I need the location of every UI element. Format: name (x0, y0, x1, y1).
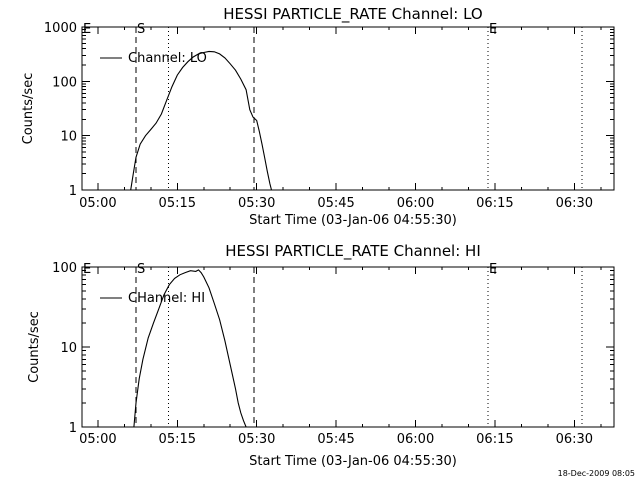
y-axis-label: Counts/sec (21, 73, 36, 145)
x-tick-label: 06:00 (397, 196, 434, 211)
x-tick-label: 06:30 (556, 196, 593, 211)
marker-label-E: E (489, 22, 497, 37)
footer-timestamp: 18-Dec-2009 08:05 (558, 469, 635, 478)
y-tick-label: 100 (52, 75, 77, 90)
marker-label-E-left: E (83, 262, 91, 277)
legend-label: CHannel: HI (128, 291, 205, 306)
x-axis-label: Start Time (03-Jan-06 04:55:30) (249, 454, 457, 469)
legend-label: Channel: LO (128, 51, 207, 66)
y-tick-label: 10 (60, 130, 77, 145)
x-axis-label: Start Time (03-Jan-06 04:55:30) (249, 213, 457, 228)
x-tick-label: 06:15 (476, 432, 513, 447)
x-tick-label: 05:30 (238, 432, 275, 447)
marker-label-S: S (137, 22, 145, 37)
y-tick-label: 10 (60, 341, 77, 356)
y-tick-label: 1 (69, 421, 77, 436)
x-tick-label: 05:45 (317, 196, 354, 211)
x-tick-label: 05:45 (317, 432, 354, 447)
chart-title: HESSI PARTICLE_RATE Channel: HI (225, 242, 481, 261)
x-tick-label: 05:15 (159, 432, 196, 447)
y-tick-label: 1000 (44, 21, 77, 36)
x-tick-label: 05:00 (79, 432, 116, 447)
y-axis-label: Counts/sec (27, 311, 42, 383)
chart-title: HESSI PARTICLE_RATE Channel: LO (223, 5, 482, 24)
x-tick-label: 05:00 (79, 196, 116, 211)
x-tick-label: 05:15 (159, 196, 196, 211)
x-tick-label: 05:30 (238, 196, 275, 211)
x-tick-label: 06:00 (397, 432, 434, 447)
marker-label-E-left: E (83, 22, 91, 37)
panel-hi: HESSI PARTICLE_RATE Channel: HI 05:00 05:1… (27, 242, 615, 469)
marker-label-S: S (137, 262, 145, 277)
marker-label-E: E (489, 262, 497, 277)
plot-frame (81, 26, 615, 191)
panel-lo: HESSI PARTICLE_RATE Channel: LO 05:00 05:1… (21, 5, 615, 228)
x-tick-label: 06:15 (476, 196, 513, 211)
series-line (130, 50, 273, 191)
series-line (133, 269, 247, 428)
y-tick-label: 100 (52, 261, 77, 276)
y-tick-label: 1 (69, 184, 77, 199)
x-tick-label: 06:30 (556, 432, 593, 447)
